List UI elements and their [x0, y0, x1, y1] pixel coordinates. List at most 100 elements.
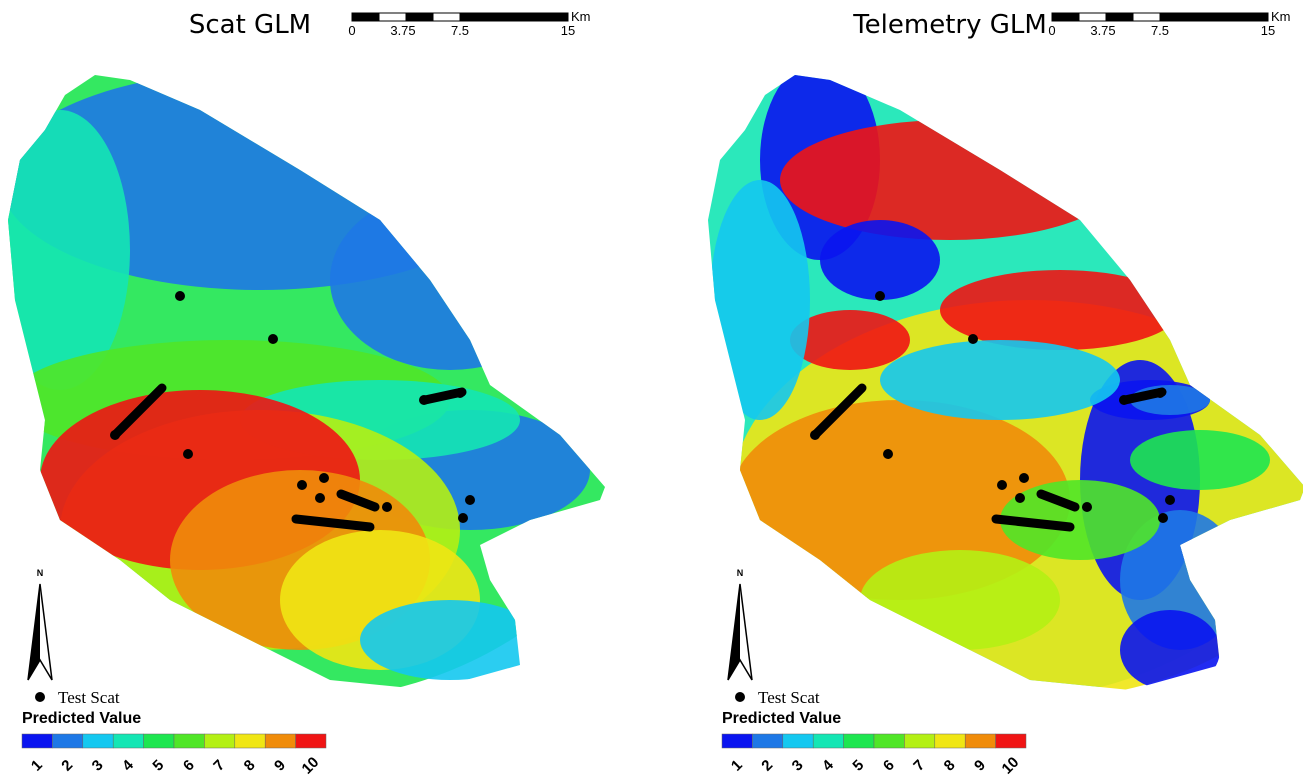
- scale-label: 15: [561, 23, 575, 38]
- legend-point: [735, 692, 745, 702]
- test-scat-point: [1155, 388, 1165, 398]
- legend-swatch: [935, 734, 965, 748]
- legend-swatch: [144, 734, 174, 748]
- legend-swatch: [722, 734, 752, 748]
- legend-swatch: [965, 734, 995, 748]
- legend-points-label: Test Scat: [758, 688, 820, 707]
- test-scat-point: [319, 473, 329, 483]
- test-scat-point: [465, 495, 475, 505]
- legend-class-label: 6: [880, 757, 898, 775]
- map-surface: [0, 0, 700, 700]
- figure: Scat GLM03.757.515KmNTest ScatPredicted …: [0, 0, 1303, 778]
- scale-unit: Km: [1271, 9, 1291, 24]
- scale-bar-segment: [379, 13, 406, 21]
- legend-class-label: 9: [971, 757, 989, 775]
- test-scat-point: [455, 388, 465, 398]
- test-scat-point: [458, 513, 468, 523]
- map-region: [880, 340, 1120, 420]
- test-scat-point: [1082, 502, 1092, 512]
- scale-bar-segment: [1106, 13, 1133, 21]
- scale-label: 7.5: [451, 23, 469, 38]
- test-scat-point: [183, 449, 193, 459]
- legend-class-label: 10: [999, 754, 1023, 778]
- map-surface: [600, 0, 1303, 700]
- panel-title: Scat GLM: [189, 10, 311, 40]
- test-scat-point: [419, 395, 429, 405]
- legend-class-label: 4: [119, 756, 137, 774]
- scale-bar-segment: [1133, 13, 1160, 21]
- legend-title: Predicted Value: [722, 710, 841, 727]
- scale-bar-segment: [1079, 13, 1106, 21]
- map-region: [330, 190, 570, 370]
- scale-label: 7.5: [1151, 23, 1169, 38]
- map-region: [710, 180, 810, 420]
- scale-bar-segment: [433, 13, 460, 21]
- legend-class-label: 8: [241, 757, 259, 775]
- legend-swatch: [296, 734, 326, 748]
- legend-class-label: 7: [210, 757, 228, 775]
- scale-label: 15: [1261, 23, 1275, 38]
- legend-swatch: [874, 734, 904, 748]
- test-scat-point: [875, 291, 885, 301]
- scale-label: 0: [348, 23, 355, 38]
- legend-class-label: 2: [758, 757, 776, 775]
- test-scat-point: [110, 430, 120, 440]
- legend-class-label: 9: [271, 757, 289, 775]
- legend-swatch: [265, 734, 295, 748]
- legend-class-label: 10: [299, 754, 323, 778]
- legend-swatch: [204, 734, 234, 748]
- legend-class-label: 5: [849, 757, 867, 775]
- test-scat-point: [382, 502, 392, 512]
- test-scat-point: [175, 291, 185, 301]
- legend-points-label: Test Scat: [58, 688, 120, 707]
- legend-swatch: [844, 734, 874, 748]
- scale-bar-segment: [1052, 13, 1079, 21]
- test-scat-point: [1015, 493, 1025, 503]
- scale-label: 3.75: [390, 23, 415, 38]
- legend-class-label: 6: [180, 757, 198, 775]
- legend-swatch: [904, 734, 934, 748]
- scale-label: 0: [1048, 23, 1055, 38]
- test-scat-point: [268, 334, 278, 344]
- legend-swatch: [113, 734, 143, 748]
- test-scat-point: [1019, 473, 1029, 483]
- test-scat-point: [1158, 513, 1168, 523]
- legend-swatch: [752, 734, 782, 748]
- scale-bar-segment: [352, 13, 379, 21]
- legend-swatch: [22, 734, 52, 748]
- legend-class-label: 7: [910, 757, 928, 775]
- legend-class-label: 3: [789, 757, 807, 775]
- legend-class-label: 1: [728, 757, 746, 775]
- panel-title: Telemetry GLM: [852, 10, 1047, 40]
- map-region: [1120, 610, 1220, 690]
- legend-swatch: [83, 734, 113, 748]
- legend-title: Predicted Value: [22, 710, 141, 727]
- scale-label: 3.75: [1090, 23, 1115, 38]
- legend-class-label: 2: [58, 757, 76, 775]
- test-scat-point: [997, 480, 1007, 490]
- legend-class-label: 1: [28, 757, 46, 775]
- test-scat-point: [1119, 395, 1129, 405]
- map-region: [820, 220, 940, 300]
- legend-class-label: 4: [819, 756, 837, 774]
- test-scat-point: [1165, 495, 1175, 505]
- test-scat-point: [297, 480, 307, 490]
- legend-swatch: [52, 734, 82, 748]
- legend-swatch: [783, 734, 813, 748]
- test-scat-point: [810, 430, 820, 440]
- test-scat-point: [968, 334, 978, 344]
- legend-class-label: 8: [941, 757, 959, 775]
- legend-swatch: [174, 734, 204, 748]
- test-scat-point: [315, 493, 325, 503]
- north-label: N: [737, 568, 744, 578]
- legend-swatch: [235, 734, 265, 748]
- scale-bar-segment: [1160, 13, 1268, 21]
- scale-bar-segment: [460, 13, 568, 21]
- north-label: N: [37, 568, 44, 578]
- map-region: [360, 600, 540, 680]
- legend-swatch: [996, 734, 1026, 748]
- map-region: [780, 120, 1120, 240]
- legend-class-label: 3: [89, 757, 107, 775]
